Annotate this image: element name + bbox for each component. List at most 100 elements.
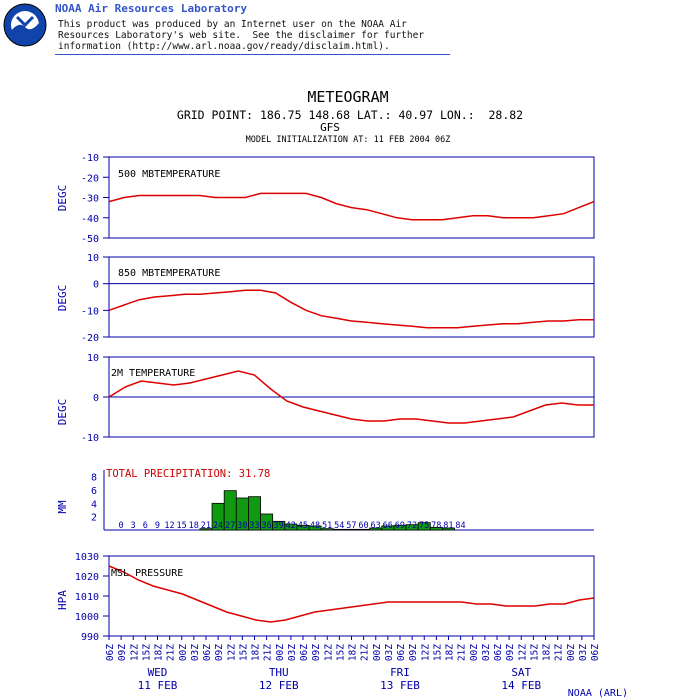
x-tick-label: 06Z	[202, 644, 213, 661]
x-tick-label: 03Z	[578, 644, 589, 661]
x-tick-label: 00Z	[566, 644, 577, 661]
precip-hour-label: 54	[334, 521, 344, 531]
x-tick-label: 06Z	[590, 644, 601, 661]
precip-hour-label: 72	[407, 521, 417, 531]
day-label: SAT	[511, 666, 531, 679]
noaa-logo	[3, 3, 47, 47]
model-init-time: MODEL INITIALIZATION AT: 11 FEB 2004 06Z	[246, 135, 451, 145]
precip-hour-label: 66	[383, 521, 393, 531]
x-tick-label: 09Z	[505, 644, 516, 661]
date-label: 14 FEB	[501, 679, 541, 692]
x-tick-label: 09Z	[214, 644, 225, 661]
x-tick-label: 21Z	[166, 644, 177, 661]
x-tick-label: 06Z	[493, 644, 504, 661]
t850-series-line	[108, 289, 594, 329]
precip-hour-label: 39	[274, 521, 284, 531]
precip-hour-label: 36	[261, 521, 271, 531]
precip-bar	[417, 522, 431, 531]
y-tick-label: 1010	[75, 592, 99, 603]
x-tick-label: 18Z	[445, 644, 456, 661]
y-tick-label: 990	[81, 632, 99, 643]
x-tick-label: 21Z	[554, 644, 565, 661]
y-tick-label: 1030	[75, 552, 99, 563]
y-tick-label: 0	[93, 393, 99, 404]
precip-hour-label: 9	[155, 521, 160, 531]
disclaimer-text: This product was produced by an Internet…	[58, 19, 424, 52]
x-tick-label: 00Z	[372, 644, 383, 661]
credit-label: NOAA (ARL)	[568, 688, 628, 699]
x-tick-label: 12Z	[517, 644, 528, 661]
x-tick-label: 15Z	[335, 644, 346, 661]
x-tick-label: 09Z	[117, 644, 128, 661]
precip-hour-label: 21	[201, 521, 211, 531]
date-label: 11 FEB	[138, 679, 178, 692]
x-tick-label: 03Z	[481, 644, 492, 661]
panel-label: 850 MBTEMPERATURE	[118, 268, 220, 279]
y-tick-label: 4	[91, 499, 97, 510]
precip-hour-label: 84	[455, 521, 465, 531]
day-label: WED	[148, 666, 168, 679]
t2m-series-line	[108, 370, 594, 424]
x-tick-label: 09Z	[311, 644, 322, 661]
panel-label: 500 MBTEMPERATURE	[118, 169, 220, 180]
y-tick-label: 0	[93, 280, 99, 291]
disclaimer-line: This product was produced by an Internet…	[58, 19, 407, 30]
precip-hour-label: 63	[371, 521, 381, 531]
panel-label: 2M TEMPERATURE	[111, 368, 195, 379]
x-tick-label: 12Z	[226, 644, 237, 661]
x-tick-label: 15Z	[238, 644, 249, 661]
x-tick-label: 15Z	[529, 644, 540, 661]
x-tick-label: 15Z	[432, 644, 443, 661]
y-tick-label: 1020	[75, 572, 99, 583]
precip-hour-label: 42	[286, 521, 296, 531]
precip-hour-label: 6	[143, 521, 148, 531]
t500-series-line	[108, 192, 595, 221]
x-tick-label: 12Z	[129, 644, 140, 661]
y-tick-label: 2	[91, 513, 97, 524]
x-tick-label: 00Z	[275, 644, 286, 661]
y-tick-label: -40	[81, 214, 99, 225]
x-tick-label: 03Z	[287, 644, 298, 661]
x-tick-label: 18Z	[251, 644, 262, 661]
precip-hour-label: 30	[237, 521, 247, 531]
x-tick-label: 18Z	[154, 644, 165, 661]
x-tick-label: 06Z	[299, 644, 310, 661]
disclaimer-line: information (http://www.arl.noaa.gov/rea…	[58, 41, 390, 52]
y-tick-label: -10	[81, 433, 99, 444]
y-axis-label: DEGC	[56, 285, 69, 312]
x-tick-label: 21Z	[263, 644, 274, 661]
mslp-series-line	[108, 565, 595, 623]
y-tick-label: 6	[91, 486, 97, 497]
chart-subtitle: GRID POINT: 186.75 148.68 LAT.: 40.97 LO…	[177, 108, 523, 122]
header-divider	[55, 54, 450, 55]
precip-hour-label: 24	[213, 521, 223, 531]
x-tick-label: 18Z	[542, 644, 553, 661]
model-name: GFS	[320, 121, 340, 134]
x-tick-label: 00Z	[178, 644, 189, 661]
precip-hour-label: 18	[189, 521, 199, 531]
precip-hour-label: 48	[310, 521, 320, 531]
panel-frame	[108, 256, 595, 338]
precip-hour-label: 51	[322, 521, 332, 531]
x-tick-label: 06Z	[105, 644, 116, 661]
precip-hour-label: 15	[177, 521, 187, 531]
x-tick-label: 12Z	[323, 644, 334, 661]
y-tick-label: 10	[87, 253, 99, 264]
x-tick-label: 03Z	[384, 644, 395, 661]
y-axis-label: DEGC	[56, 399, 69, 426]
y-axis-label: MM	[56, 500, 69, 514]
date-label: 12 FEB	[259, 679, 299, 692]
precip-bar	[248, 496, 261, 531]
day-label: THU	[269, 666, 289, 679]
x-tick-label: 21Z	[360, 644, 371, 661]
y-tick-label: 1000	[75, 612, 99, 623]
y-tick-label: -10	[81, 306, 99, 317]
date-label: 13 FEB	[380, 679, 420, 692]
x-tick-label: 03Z	[190, 644, 201, 661]
precip-hour-label: 75	[419, 521, 429, 531]
x-tick-label: 09Z	[408, 644, 419, 661]
precip-hour-label: 27	[225, 521, 235, 531]
y-tick-label: -20	[81, 173, 99, 184]
precip-bar	[442, 527, 455, 531]
